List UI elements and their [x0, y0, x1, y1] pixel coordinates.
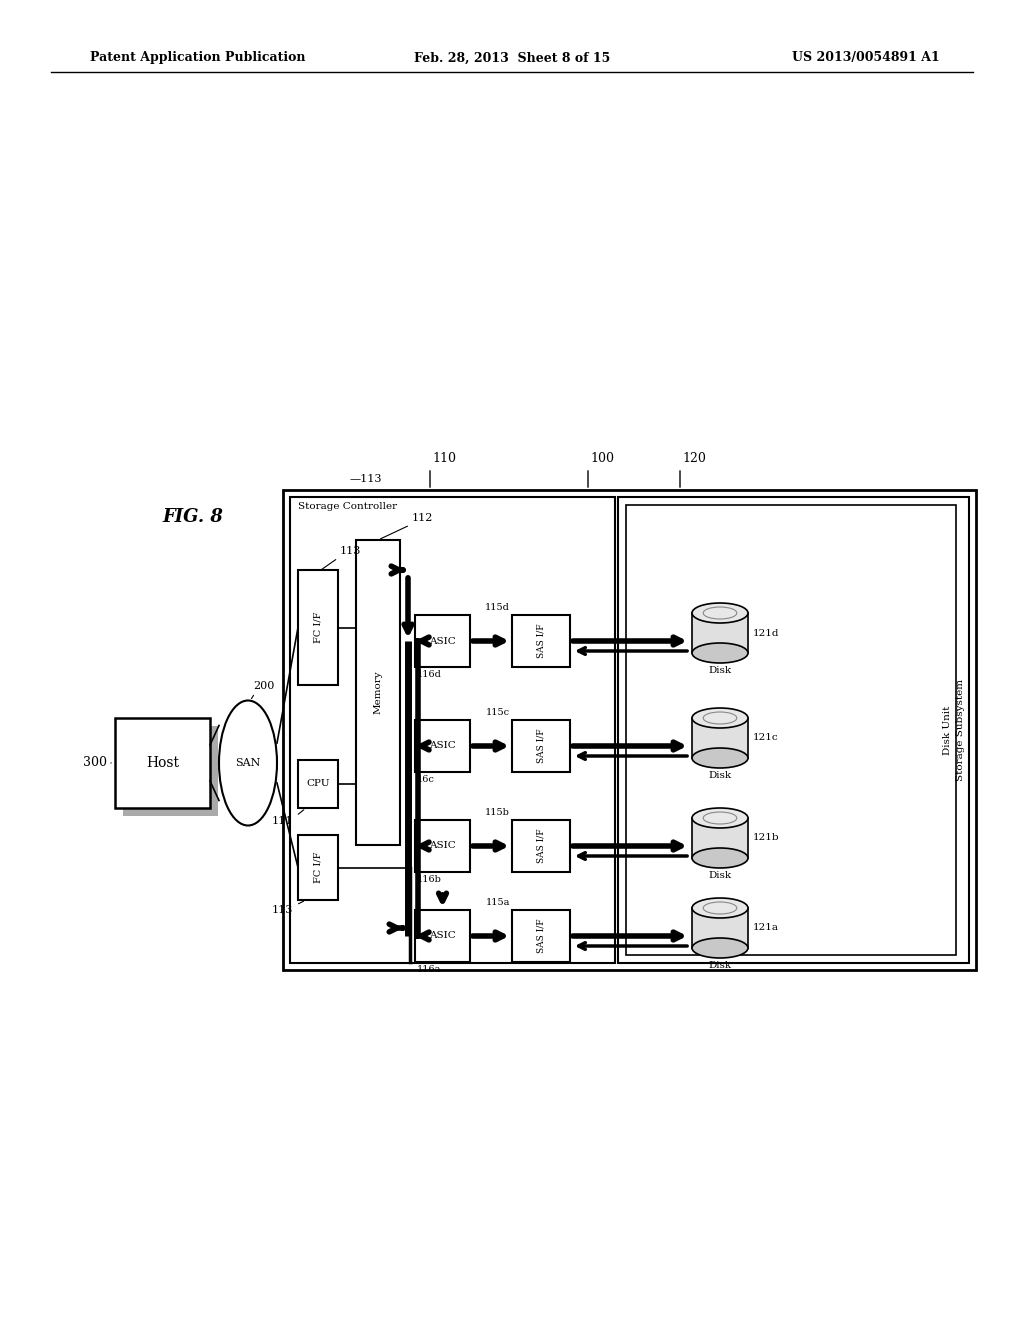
Bar [298, 570, 338, 685]
Bar [298, 760, 338, 808]
Text: 115c: 115c [485, 708, 510, 717]
Text: SAN: SAN [236, 758, 261, 768]
Text: SAS I/F: SAS I/F [537, 623, 546, 659]
Text: SAS I/F: SAS I/F [537, 729, 546, 763]
Bar [415, 719, 470, 772]
Text: 121c: 121c [753, 734, 778, 742]
Bar [626, 506, 956, 954]
Bar [512, 820, 570, 873]
Text: 116a: 116a [417, 965, 441, 974]
Text: Storage Controller: Storage Controller [298, 502, 397, 511]
Text: ASIC: ASIC [429, 842, 456, 850]
Ellipse shape [692, 847, 748, 869]
Bar [512, 615, 570, 667]
Text: Memory: Memory [374, 671, 383, 714]
Text: 120: 120 [682, 451, 706, 465]
Bar [692, 718, 748, 758]
Bar [512, 719, 570, 772]
Bar [123, 726, 218, 816]
Bar [290, 498, 615, 964]
Text: 115d: 115d [485, 603, 510, 612]
Bar [692, 818, 748, 858]
Text: 200: 200 [253, 681, 274, 690]
Ellipse shape [692, 708, 748, 729]
Text: FIG. 8: FIG. 8 [162, 508, 223, 525]
Text: Patent Application Publication: Patent Application Publication [90, 51, 305, 65]
Text: 111: 111 [271, 816, 293, 826]
Ellipse shape [692, 808, 748, 828]
Bar [298, 836, 338, 900]
Text: 113: 113 [271, 906, 293, 915]
Text: 116b: 116b [417, 875, 442, 884]
Bar [618, 498, 969, 964]
Text: 116d: 116d [417, 671, 442, 678]
Bar [415, 909, 470, 962]
Text: FC I/F: FC I/F [313, 611, 323, 643]
Bar [512, 909, 570, 962]
Text: Feb. 28, 2013  Sheet 8 of 15: Feb. 28, 2013 Sheet 8 of 15 [414, 51, 610, 65]
Text: 115a: 115a [485, 898, 510, 907]
Text: SAS I/F: SAS I/F [537, 919, 546, 953]
Ellipse shape [692, 939, 748, 958]
Ellipse shape [692, 898, 748, 917]
Bar [415, 615, 470, 667]
Bar [692, 908, 748, 948]
Text: Disk: Disk [709, 771, 731, 780]
Text: Disk: Disk [709, 871, 731, 880]
Bar [283, 490, 976, 970]
Text: SAS I/F: SAS I/F [537, 829, 546, 863]
Text: 121d: 121d [753, 628, 779, 638]
Text: 100: 100 [590, 451, 614, 465]
Ellipse shape [692, 643, 748, 663]
Ellipse shape [692, 748, 748, 768]
Text: FC I/F: FC I/F [313, 851, 323, 883]
Text: Storage Subsystem: Storage Subsystem [956, 678, 965, 781]
Ellipse shape [219, 701, 278, 825]
Text: Disk: Disk [709, 667, 731, 675]
Text: US 2013/0054891 A1: US 2013/0054891 A1 [793, 51, 940, 65]
Text: 16c: 16c [417, 775, 435, 784]
Text: 115b: 115b [485, 808, 510, 817]
Bar [692, 612, 748, 653]
Text: Disk Unit: Disk Unit [943, 705, 952, 755]
Text: ASIC: ASIC [429, 932, 456, 940]
Text: CPU: CPU [306, 780, 330, 788]
Ellipse shape [692, 603, 748, 623]
Text: 112: 112 [412, 513, 433, 523]
Text: 300: 300 [83, 756, 106, 770]
Bar [415, 820, 470, 873]
Text: —113: —113 [350, 474, 383, 484]
Text: ASIC: ASIC [429, 742, 456, 751]
Bar [115, 718, 210, 808]
Bar [356, 540, 400, 845]
Text: 110: 110 [432, 451, 456, 465]
Text: Host: Host [146, 756, 179, 770]
Text: Disk: Disk [709, 961, 731, 970]
Text: 121b: 121b [753, 833, 779, 842]
Text: 113: 113 [340, 546, 361, 556]
Text: ASIC: ASIC [429, 636, 456, 645]
Text: 121a: 121a [753, 924, 779, 932]
